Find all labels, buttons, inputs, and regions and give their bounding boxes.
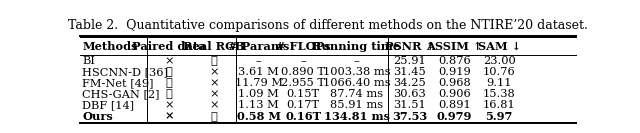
Text: 0.979: 0.979 xyxy=(436,111,472,122)
Text: –: – xyxy=(300,56,306,66)
Text: 9.11: 9.11 xyxy=(486,78,512,88)
Text: 3.61 M: 3.61 M xyxy=(238,67,279,77)
Text: 1003.38 ms: 1003.38 ms xyxy=(323,67,390,77)
Text: ×: × xyxy=(164,56,174,66)
Text: 25.91: 25.91 xyxy=(394,56,426,66)
Text: 5.97: 5.97 xyxy=(485,111,513,122)
Text: 0.890 T: 0.890 T xyxy=(281,67,325,77)
Text: # Params: # Params xyxy=(228,41,289,52)
Text: 16.81: 16.81 xyxy=(483,100,515,110)
Text: 1.09 M: 1.09 M xyxy=(238,89,279,99)
Text: 2.955 T: 2.955 T xyxy=(281,78,325,88)
Text: 87.74 ms: 87.74 ms xyxy=(330,89,383,99)
Text: 31.45: 31.45 xyxy=(394,67,426,77)
Text: ×: × xyxy=(209,100,219,110)
Text: 0.15T: 0.15T xyxy=(287,89,320,99)
Text: 0.906: 0.906 xyxy=(438,89,471,99)
Text: SAM ↓: SAM ↓ xyxy=(477,41,521,52)
Text: 0.17T: 0.17T xyxy=(287,100,320,110)
Text: –: – xyxy=(354,56,360,66)
Text: 85.91 ms: 85.91 ms xyxy=(330,100,383,110)
Text: BI: BI xyxy=(83,56,95,66)
Text: ×: × xyxy=(164,100,174,110)
Text: ✓: ✓ xyxy=(166,78,173,88)
Text: CHS-GAN [2]: CHS-GAN [2] xyxy=(83,89,160,99)
Text: Running time: Running time xyxy=(312,41,401,52)
Text: 0.876: 0.876 xyxy=(438,56,471,66)
Text: PSNR ↑: PSNR ↑ xyxy=(385,41,435,52)
Text: 30.63: 30.63 xyxy=(394,89,426,99)
Text: ×: × xyxy=(209,89,219,99)
Text: 1.13 M: 1.13 M xyxy=(238,100,279,110)
Text: 1066.40 ms: 1066.40 ms xyxy=(323,78,390,88)
Text: 0.968: 0.968 xyxy=(438,78,471,88)
Text: 23.00: 23.00 xyxy=(483,56,515,66)
Text: Methods: Methods xyxy=(83,41,138,52)
Text: 34.25: 34.25 xyxy=(394,78,426,88)
Text: ✓: ✓ xyxy=(211,111,218,122)
Text: Table 2.  Quantitative comparisons of different methods on the NTIRE’20 dataset.: Table 2. Quantitative comparisons of dif… xyxy=(68,19,588,32)
Text: 0.16T: 0.16T xyxy=(285,111,321,122)
Text: ✓: ✓ xyxy=(166,89,173,99)
Text: 0.891: 0.891 xyxy=(438,100,471,110)
Text: ×: × xyxy=(209,78,219,88)
Text: FM-Net [49]: FM-Net [49] xyxy=(83,78,154,88)
Text: 0.919: 0.919 xyxy=(438,67,471,77)
Text: 134.81 ms: 134.81 ms xyxy=(323,111,390,122)
Text: 37.53: 37.53 xyxy=(392,111,428,122)
Text: ✓: ✓ xyxy=(166,67,173,77)
Text: 10.76: 10.76 xyxy=(483,67,515,77)
Text: Real RGB: Real RGB xyxy=(183,41,244,52)
Text: ✓: ✓ xyxy=(211,56,218,66)
Text: ASSIM ↑: ASSIM ↑ xyxy=(426,41,483,52)
Text: DBF [14]: DBF [14] xyxy=(83,100,134,110)
Text: Paired data: Paired data xyxy=(132,41,206,52)
Text: Ours: Ours xyxy=(83,111,113,122)
Text: ×: × xyxy=(209,67,219,77)
Text: 11.79 M: 11.79 M xyxy=(235,78,283,88)
Text: 31.51: 31.51 xyxy=(394,100,426,110)
Text: 15.38: 15.38 xyxy=(483,89,515,99)
Text: –: – xyxy=(256,56,261,66)
Text: # FLOPs: # FLOPs xyxy=(276,41,330,52)
Text: 0.58 M: 0.58 M xyxy=(237,111,280,122)
Text: ×: × xyxy=(164,111,174,122)
Text: HSCNN-D [36]: HSCNN-D [36] xyxy=(83,67,168,77)
